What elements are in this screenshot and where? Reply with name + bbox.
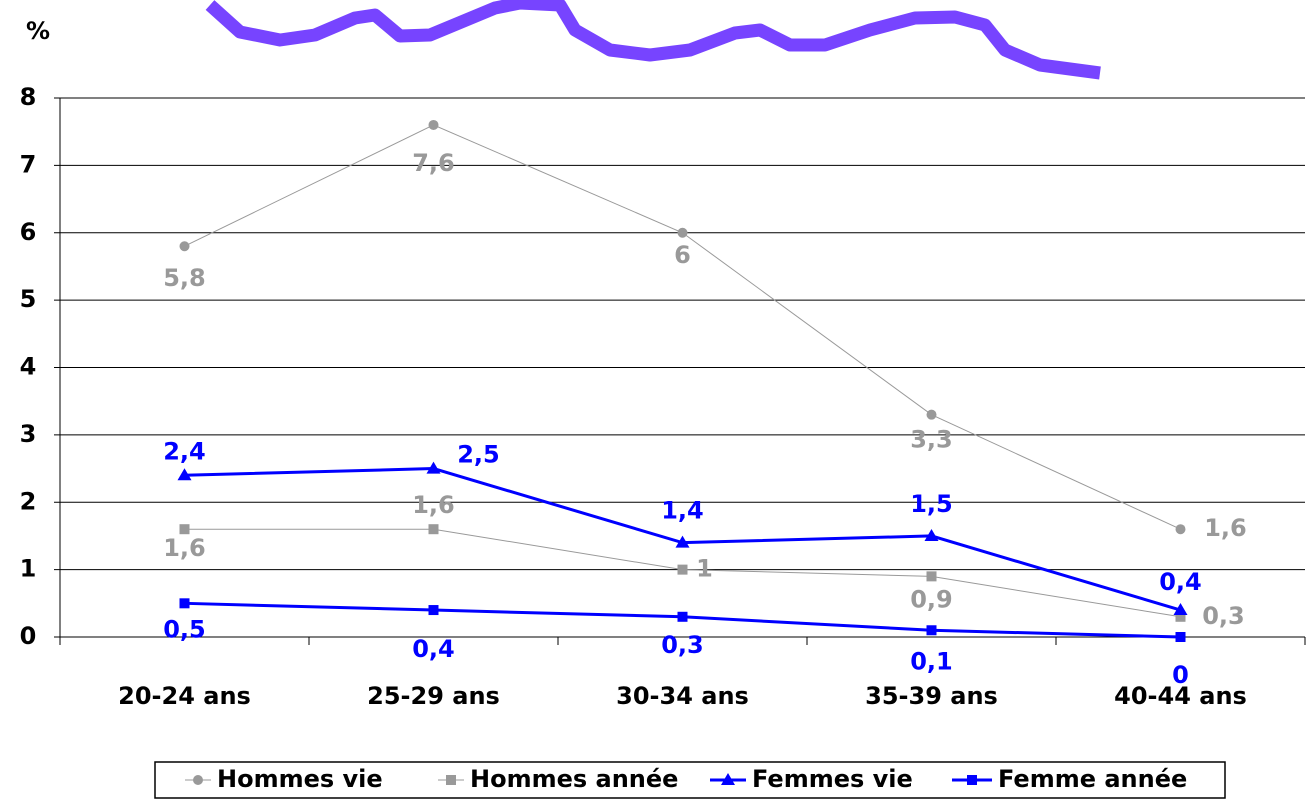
y-tick-label: 3 xyxy=(20,420,37,448)
x-tick-label: 35-39 ans xyxy=(865,682,998,710)
data-label: 1,6 xyxy=(412,491,455,519)
legend-label: Hommes année xyxy=(470,765,678,793)
data-point xyxy=(926,625,937,636)
x-tick-label: 30-34 ans xyxy=(616,682,749,710)
data-label: 0,4 xyxy=(1159,568,1202,596)
data-label: 0,4 xyxy=(412,635,455,663)
x-tick-label: 25-29 ans xyxy=(367,682,500,710)
data-point xyxy=(1175,524,1186,535)
data-point xyxy=(677,227,688,238)
data-point xyxy=(179,241,190,252)
legend-marker xyxy=(446,775,456,785)
legend-marker xyxy=(721,773,735,785)
legend xyxy=(154,761,1226,799)
data-point xyxy=(426,461,441,474)
data-point xyxy=(926,409,937,420)
data-label: 1,6 xyxy=(1204,514,1247,542)
data-point xyxy=(924,528,939,541)
data-point xyxy=(677,564,688,575)
y-tick-label: 4 xyxy=(20,353,37,381)
y-axis-label: % xyxy=(26,17,50,45)
data-label: 0,5 xyxy=(163,615,206,643)
x-tick-label: 40-44 ans xyxy=(1114,682,1247,710)
data-label: 2,4 xyxy=(163,437,206,465)
data-label: 1,4 xyxy=(661,497,704,525)
data-label: 1,6 xyxy=(163,534,206,562)
data-label: 5,8 xyxy=(163,264,206,292)
data-point xyxy=(428,119,439,130)
legend-marker xyxy=(967,775,977,785)
y-tick-label: 2 xyxy=(20,487,37,515)
data-label: 7,6 xyxy=(412,149,455,177)
y-tick-label: 1 xyxy=(20,555,37,583)
data-point xyxy=(179,598,190,609)
data-point xyxy=(428,524,439,535)
y-tick-label: 0 xyxy=(20,622,37,650)
y-tick-label: 6 xyxy=(20,218,37,246)
series-line xyxy=(184,124,1181,530)
legend-label: Femmes vie xyxy=(752,765,913,793)
decoration xyxy=(205,0,1101,80)
data-label: 1 xyxy=(696,555,713,583)
data-label: 0 xyxy=(1172,661,1189,689)
data-point xyxy=(1175,611,1186,622)
data-label: 0,1 xyxy=(910,647,953,675)
data-label: 2,5 xyxy=(457,441,500,469)
data-point xyxy=(677,611,688,622)
data-label: 3,3 xyxy=(910,426,953,454)
y-tick-label: 7 xyxy=(20,150,37,178)
data-label: 1,5 xyxy=(910,490,953,518)
data-point xyxy=(675,535,690,548)
data-label: 0,9 xyxy=(910,585,953,613)
legend-label: Hommes vie xyxy=(217,765,383,793)
data-point xyxy=(1173,603,1188,616)
data-point xyxy=(926,571,937,582)
y-tick-label: 8 xyxy=(20,83,37,111)
data-label: 6 xyxy=(674,241,691,269)
data-point xyxy=(1175,632,1186,642)
legend-marker xyxy=(193,775,203,785)
data-point xyxy=(177,468,192,481)
y-tick-label: 5 xyxy=(20,285,37,313)
data-label: 0,3 xyxy=(1202,602,1245,630)
legend-label: Femme année xyxy=(998,765,1187,793)
data-label: 0,3 xyxy=(661,631,704,659)
data-point xyxy=(428,605,439,616)
data-point xyxy=(179,524,190,535)
x-tick-label: 20-24 ans xyxy=(118,682,251,710)
